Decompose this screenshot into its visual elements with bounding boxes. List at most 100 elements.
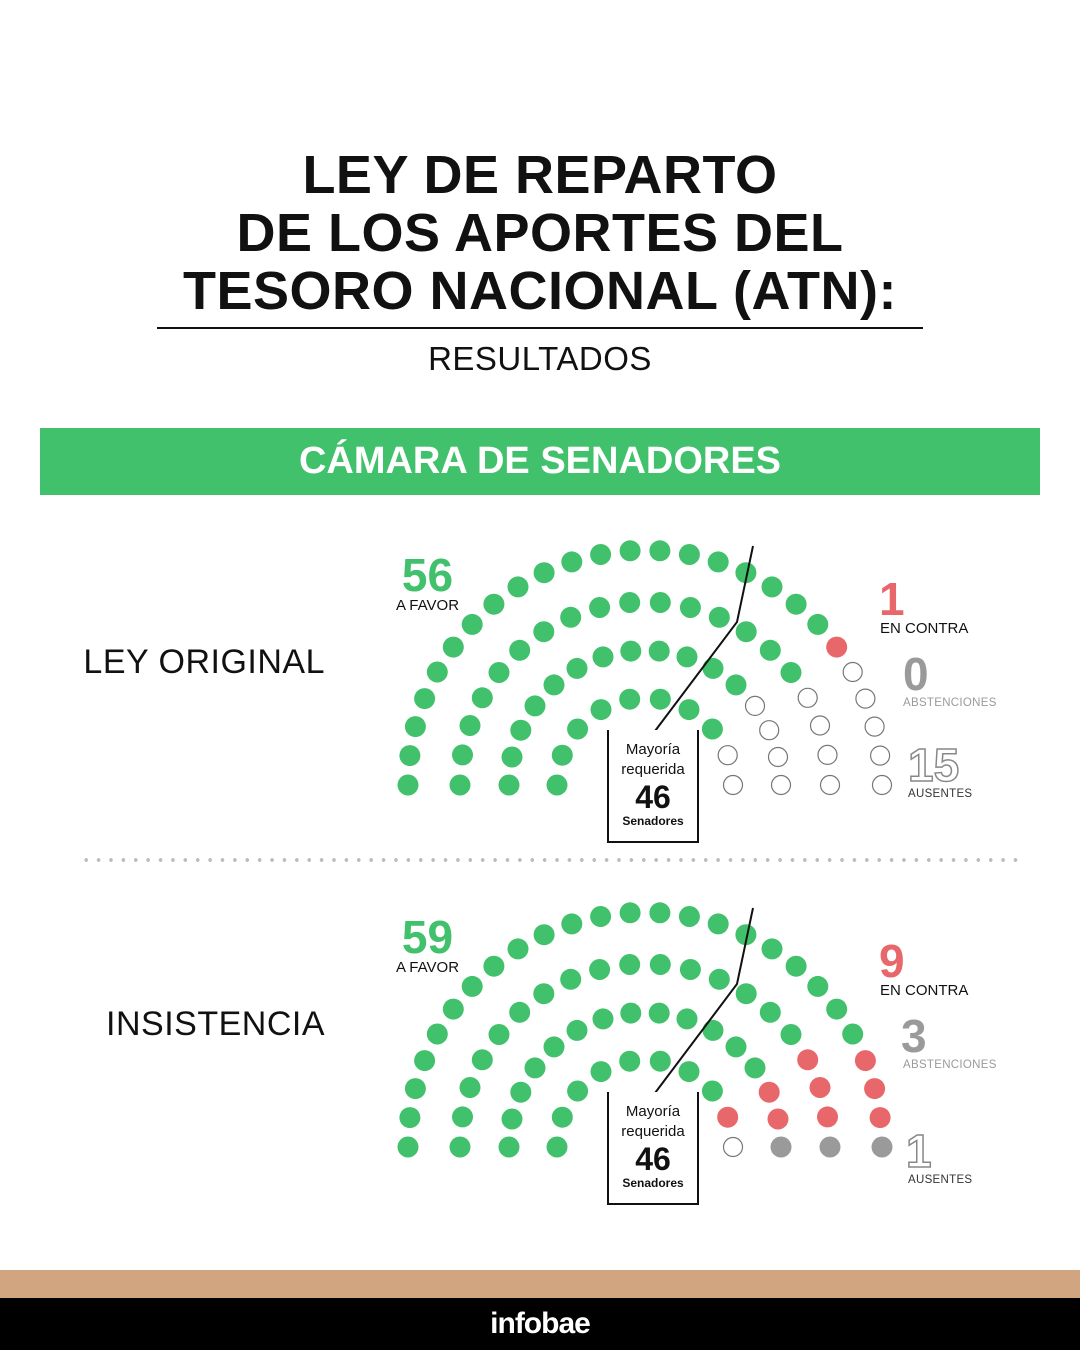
- seat-favor: [619, 1050, 641, 1072]
- seat-favor: [679, 959, 701, 980]
- seat-favor: [619, 954, 641, 975]
- majority-value: 46: [635, 779, 671, 815]
- seat-contra: [826, 636, 848, 658]
- ausentes-count: 1: [905, 1125, 932, 1177]
- seat-favor: [620, 640, 642, 662]
- majority-label-1: Mayoría: [625, 741, 681, 758]
- seat-favor: [498, 1136, 520, 1158]
- seat-ausentes: [744, 695, 766, 717]
- seat-favor: [648, 1002, 670, 1024]
- title-line-3: TESORO NACIONAL (ATN):: [183, 261, 897, 321]
- seat-favor: [702, 1019, 724, 1041]
- seat-contra: [767, 1108, 789, 1130]
- seat-favor: [761, 576, 783, 598]
- seat-ausentes: [842, 661, 863, 683]
- seat-favor: [561, 913, 583, 935]
- seat-favor: [826, 998, 848, 1020]
- seat-favor: [649, 540, 671, 562]
- seat-favor: [589, 959, 611, 980]
- seat-ausentes: [869, 745, 891, 766]
- seat-favor: [676, 646, 698, 668]
- seat-favor: [483, 593, 505, 615]
- seat-favor: [678, 699, 700, 721]
- title-line-1: LEY DE REPARTO: [302, 145, 778, 205]
- seat-favor: [442, 998, 464, 1020]
- seat-favor: [589, 597, 611, 618]
- seat-favor: [590, 544, 612, 565]
- seat-favor: [551, 744, 573, 766]
- majority-line: [654, 907, 754, 1094]
- seat-favor: [649, 688, 671, 710]
- seat-favor: [414, 688, 436, 710]
- seat-favor: [533, 924, 555, 946]
- abstenciones-count: 0: [903, 648, 929, 700]
- seat-favor: [679, 597, 701, 618]
- seat-favor: [785, 955, 807, 977]
- parliament-chart: [397, 902, 893, 1158]
- seat-favor: [397, 774, 419, 796]
- abstenciones-count: 3: [901, 1010, 927, 1062]
- seat-favor: [488, 662, 510, 683]
- ausentes-label: AUSENTES: [908, 788, 973, 800]
- seat-favor: [620, 1002, 642, 1024]
- ausentes-count: 15: [907, 739, 960, 791]
- seat-favor: [649, 592, 671, 613]
- abstenciones-label: ABSTENCIONES: [903, 697, 997, 709]
- chart-insistencia: INSISTENCIA 59 A FAVOR 9 EN CONTRA 3 ABS…: [106, 902, 996, 1205]
- favor-label: A FAVOR: [395, 959, 460, 976]
- seat-ausentes: [770, 774, 792, 796]
- seat-ausentes: [759, 720, 780, 741]
- seat-favor: [592, 646, 614, 668]
- seat-favor: [461, 613, 483, 635]
- seat-favor: [449, 774, 471, 796]
- seat-favor: [543, 674, 565, 696]
- seat-favor: [708, 968, 730, 990]
- seat-favor: [524, 695, 546, 717]
- seat-ausentes: [809, 715, 831, 736]
- contra-count: 1: [879, 573, 905, 625]
- seat-favor: [676, 1008, 698, 1030]
- seat-favor: [590, 906, 612, 927]
- favor-label: A FAVOR: [395, 597, 460, 614]
- seat-favor: [678, 1061, 700, 1083]
- seat-favor: [399, 745, 421, 767]
- seat-abstenciones: [871, 1136, 893, 1158]
- seat-favor: [449, 1136, 471, 1158]
- seat-ausentes: [722, 774, 744, 796]
- seat-favor: [592, 1008, 614, 1030]
- majority-value: 46: [635, 1141, 671, 1177]
- seat-favor: [735, 924, 757, 946]
- seat-favor: [404, 1078, 426, 1100]
- majority-line: [654, 545, 754, 732]
- seat-favor: [510, 719, 532, 741]
- seat-favor: [501, 1108, 523, 1130]
- seat-favor: [648, 640, 670, 662]
- favor-count: 56: [401, 549, 454, 601]
- seat-favor: [701, 718, 723, 740]
- seat-favor: [397, 1136, 419, 1158]
- seat-favor: [807, 975, 829, 997]
- seat-abstenciones: [819, 1136, 841, 1158]
- seat-favor: [590, 699, 612, 721]
- seat-favor: [649, 1050, 671, 1072]
- chart-title: LEY ORIGINAL: [83, 643, 325, 681]
- seat-favor: [510, 1081, 532, 1103]
- majority-unit: Senadores: [622, 814, 684, 828]
- seat-favor: [459, 715, 481, 736]
- seat-favor: [566, 1019, 588, 1041]
- seat-favor: [498, 774, 520, 796]
- majority-unit: Senadores: [622, 1176, 684, 1190]
- seat-favor: [561, 551, 583, 573]
- seat-favor: [471, 687, 493, 709]
- seat-favor: [780, 1024, 802, 1045]
- seat-favor: [735, 562, 757, 584]
- chart-title: INSISTENCIA: [106, 1005, 325, 1043]
- favor-count: 59: [401, 911, 454, 963]
- title-line-2: DE LOS APORTES DEL: [236, 203, 844, 263]
- seat-contra: [817, 1106, 838, 1128]
- chart-ley-original: LEY ORIGINAL 56 A FAVOR 1 EN CONTRA 0 AB…: [83, 540, 997, 843]
- footer-accent-bar: [0, 1270, 1080, 1298]
- seat-favor: [551, 1106, 573, 1128]
- seat-favor: [842, 1023, 864, 1045]
- seat-favor: [442, 636, 464, 658]
